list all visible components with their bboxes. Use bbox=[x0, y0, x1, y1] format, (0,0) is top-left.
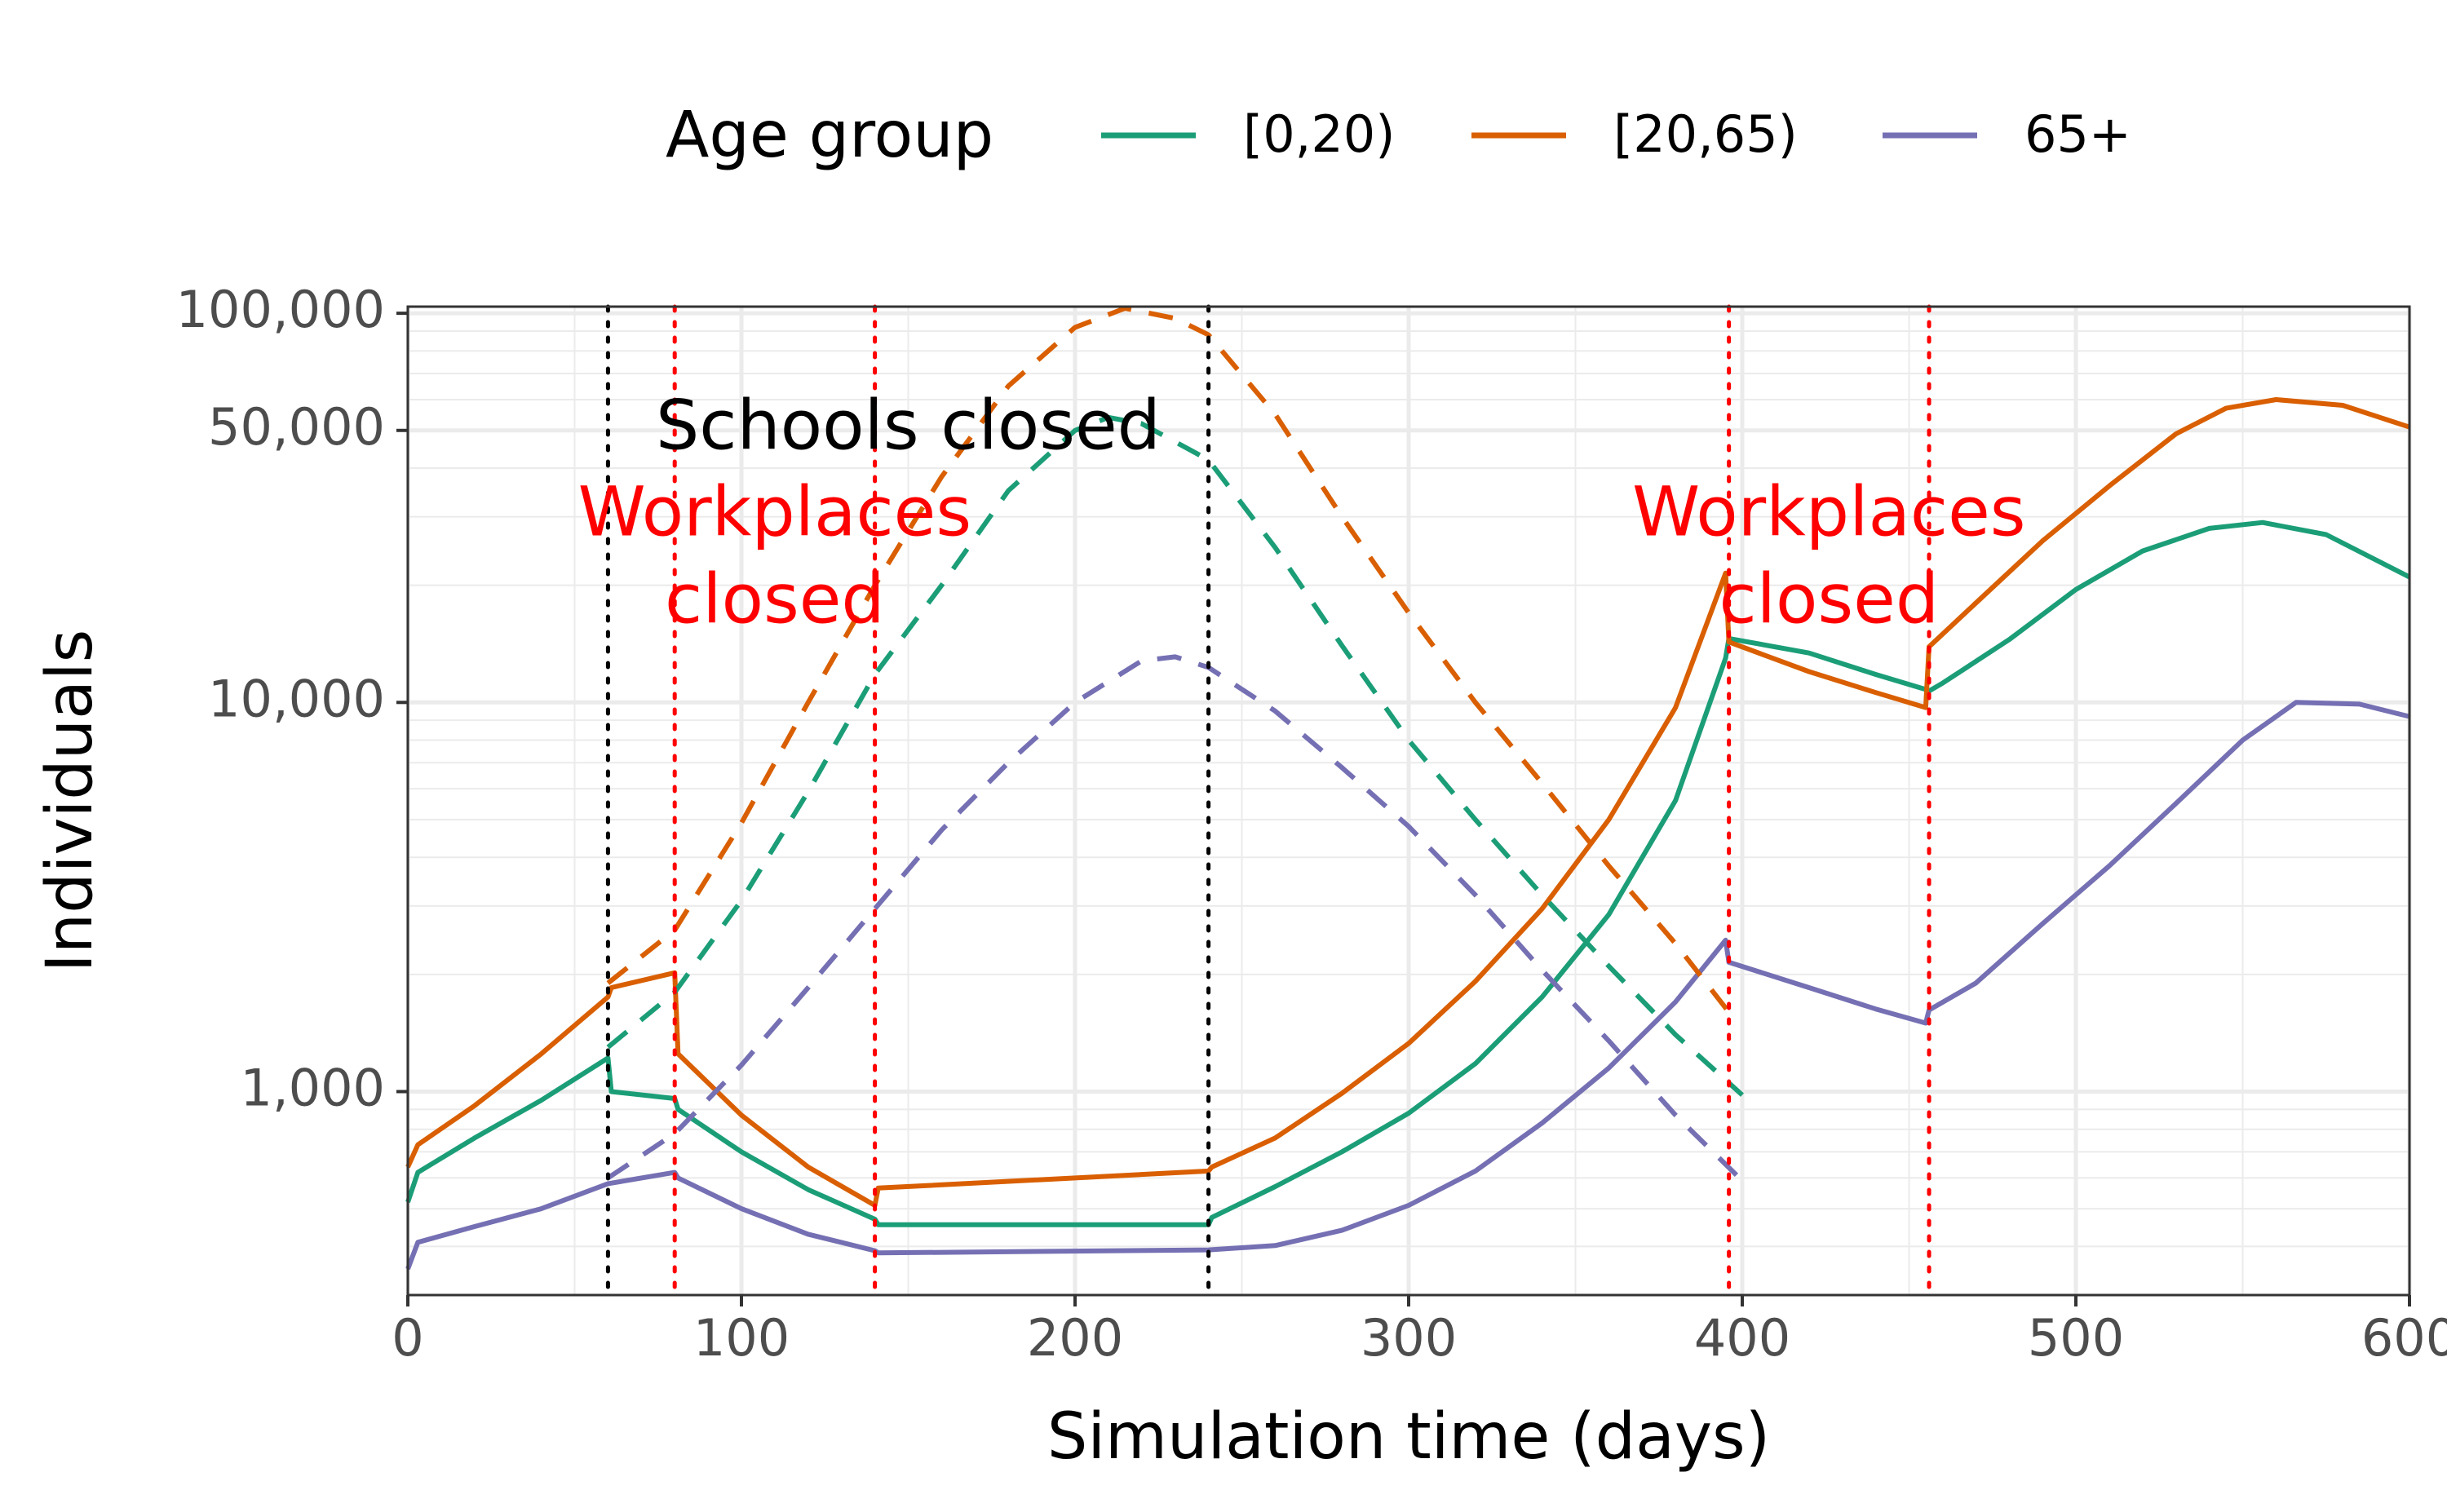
annotation-0: Schools closed bbox=[656, 386, 1161, 466]
legend-title: Age group bbox=[666, 99, 993, 172]
x-axis: 0 100 200 300 400 500 600 bbox=[392, 1295, 2447, 1368]
x-tick-label: 500 bbox=[2028, 1308, 2124, 1368]
legend-label-2: 65+ bbox=[2024, 104, 2131, 164]
series-line-4-dashed bbox=[606, 306, 1731, 1014]
series-line-5-dashed bbox=[606, 654, 1745, 1183]
y-axis: 1,000 10,000 50,000 100,000 bbox=[176, 280, 408, 1118]
x-tick-label: 100 bbox=[693, 1308, 790, 1368]
series-line-3-dashed bbox=[606, 414, 1745, 1097]
series-line-0-solid bbox=[405, 519, 2411, 1227]
legend-label-1: [20,65) bbox=[1613, 104, 1798, 164]
y-tick-label: 100,000 bbox=[176, 280, 385, 339]
x-tick-label: 200 bbox=[1027, 1308, 1123, 1368]
y-axis-title: Individuals bbox=[33, 630, 107, 973]
annotation-3: Workplaces bbox=[1632, 472, 2025, 552]
x-tick-label: 300 bbox=[1361, 1308, 1457, 1368]
x-axis-title: Simulation time (days) bbox=[1047, 1400, 1770, 1474]
grid-major bbox=[405, 307, 2412, 1295]
annotation-2: closed bbox=[665, 559, 885, 639]
x-tick-label: 0 bbox=[392, 1308, 423, 1368]
y-tick-label: 50,000 bbox=[208, 397, 385, 457]
y-tick-label: 1,000 bbox=[241, 1059, 386, 1118]
annotation-1: Workplaces bbox=[578, 472, 971, 552]
series-line-1-solid bbox=[405, 397, 2410, 1208]
annotation-4: closed bbox=[1719, 559, 1939, 639]
annotation-layer: Schools closedWorkplacesclosedWorkplaces… bbox=[578, 386, 2026, 639]
x-tick-label: 400 bbox=[1694, 1308, 1790, 1368]
legend: Age group [0,20) [20,65) 65+ bbox=[666, 99, 2131, 172]
x-tick-label: 600 bbox=[2361, 1308, 2447, 1368]
y-tick-label: 10,000 bbox=[208, 669, 385, 728]
legend-label-0: [0,20) bbox=[1243, 104, 1395, 164]
vline-layer bbox=[605, 304, 1931, 1298]
